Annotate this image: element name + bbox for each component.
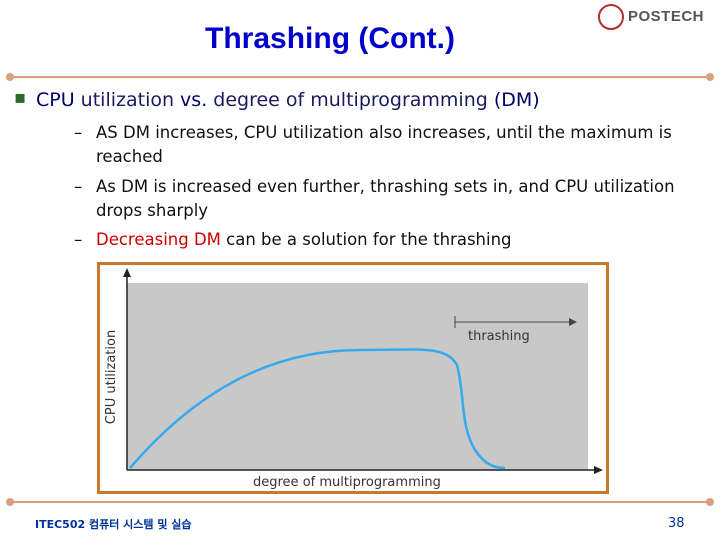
divider	[6, 73, 714, 81]
bullet-text: utilization	[80, 89, 175, 111]
utilization-curve	[129, 348, 506, 470]
slide-title: Thrashing (Cont.)	[205, 22, 455, 55]
sub-bullet: As DM is increased even further, thrashi…	[74, 175, 696, 223]
sub-bullet-text: AS DM increases, CPU utilization also in…	[96, 123, 672, 166]
bullet: CPU utilization vs. degree of multiprogr…	[14, 87, 540, 111]
page-number: 38	[668, 516, 685, 531]
sub-bullet-text: Decreasing DM	[96, 230, 221, 249]
logo-seal	[598, 4, 624, 30]
region-label: thrashing	[468, 329, 530, 344]
arrowhead	[594, 466, 603, 474]
logo: POSTECH	[598, 4, 704, 30]
divider	[6, 498, 714, 506]
logo-text: POSTECH	[628, 7, 705, 25]
footer-course: ITEC502 컴퓨터 시스템 및 실습	[35, 518, 192, 531]
bullet-text: CPU	[36, 89, 81, 111]
bullet-text: vs.	[174, 89, 214, 111]
bullet-text: degree of multiprogramming	[213, 89, 488, 111]
bullet-text: (DM)	[487, 89, 540, 111]
figure-diagram: thrashing degree of multiprogramming CPU…	[104, 268, 603, 490]
arrowhead	[569, 318, 577, 326]
arrowhead	[123, 268, 131, 277]
x-axis-label: degree of multiprogramming	[253, 475, 441, 490]
y-axis-label: CPU utilization	[104, 330, 119, 424]
sub-bullet-text: As DM is increased even further, thrashi…	[96, 177, 675, 220]
sub-bullet: Decreasing DM can be a solution for the …	[74, 228, 696, 252]
plot-area	[127, 283, 588, 470]
sub-bullet-text: can be a solution for the thrashing	[220, 230, 512, 249]
figure: thrashing degree of multiprogramming CPU…	[97, 262, 609, 494]
sub-bullet: AS DM increases, CPU utilization also in…	[74, 121, 696, 169]
